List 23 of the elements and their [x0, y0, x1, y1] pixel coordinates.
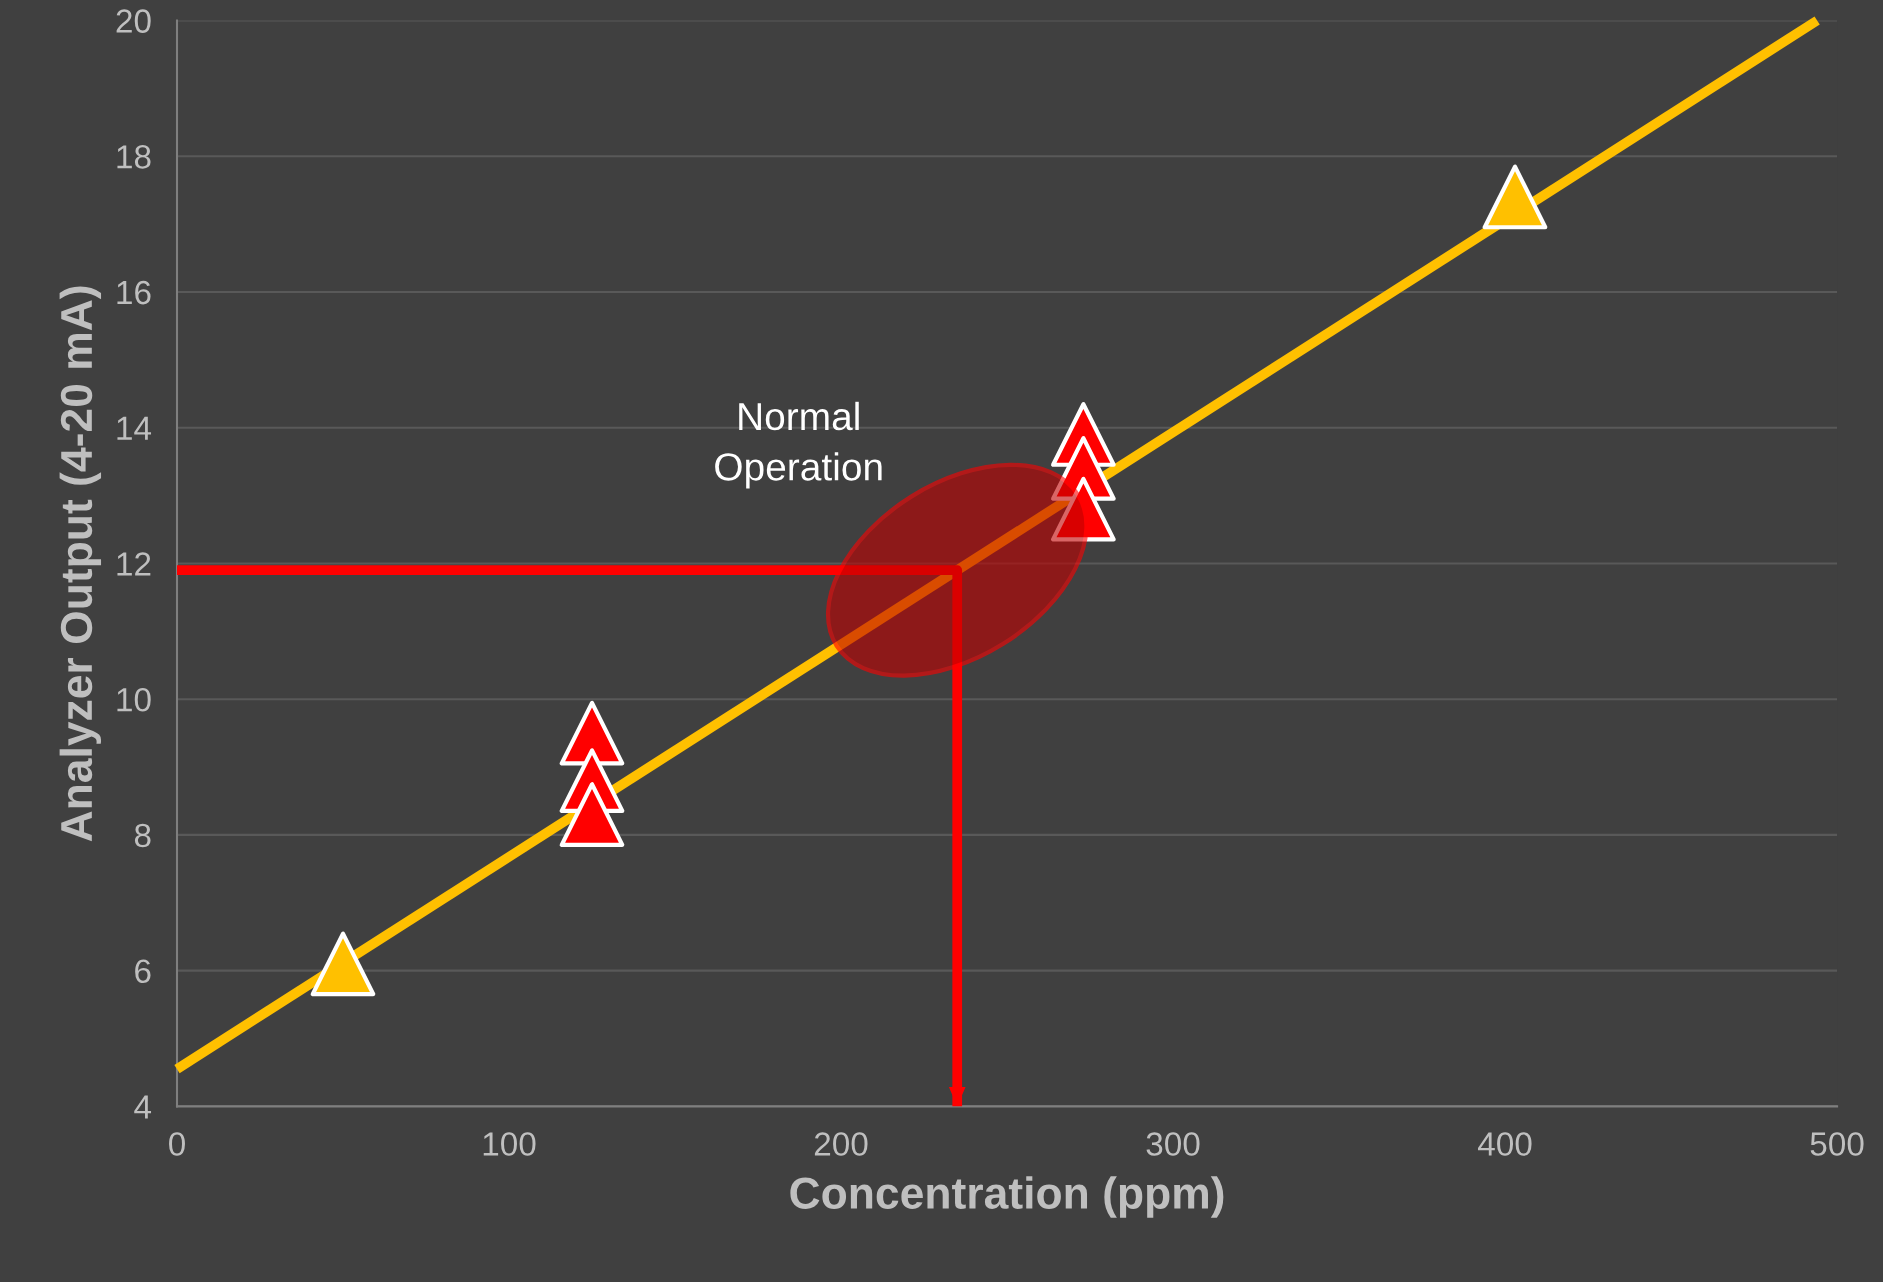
- y-tick-label: 12: [117, 552, 151, 576]
- y-tick-label: 10: [117, 687, 151, 712]
- x-tick-label: 0: [169, 1132, 185, 1156]
- point: [559, 782, 625, 847]
- y-tick-label: 18: [117, 145, 151, 169]
- point: [559, 700, 625, 766]
- point: [1051, 476, 1116, 542]
- x-axis-title: Concentration (ppm): [790, 1176, 1224, 1218]
- x-tick-label: 200: [814, 1132, 868, 1156]
- point: [310, 931, 376, 997]
- annotation: Normal Operation: [715, 401, 882, 489]
- x-tick-label: 100: [483, 1132, 536, 1156]
- y-tick-label: 6: [135, 959, 151, 984]
- y-tick-label: 16: [117, 280, 151, 305]
- x-tick-label: 300: [1146, 1132, 1200, 1156]
- y-tick-label: 20: [116, 9, 151, 33]
- x-tick-label: 400: [1478, 1132, 1532, 1156]
- point: [1482, 164, 1548, 230]
- y-axis-title: Analyzer Output (4-20 mA): [59, 286, 102, 842]
- y-tick-label: 8: [134, 823, 151, 848]
- y-tick-label: 4: [134, 1095, 152, 1119]
- y-tick-label: 14: [117, 416, 152, 440]
- x-tick-label: 500: [1810, 1132, 1864, 1156]
